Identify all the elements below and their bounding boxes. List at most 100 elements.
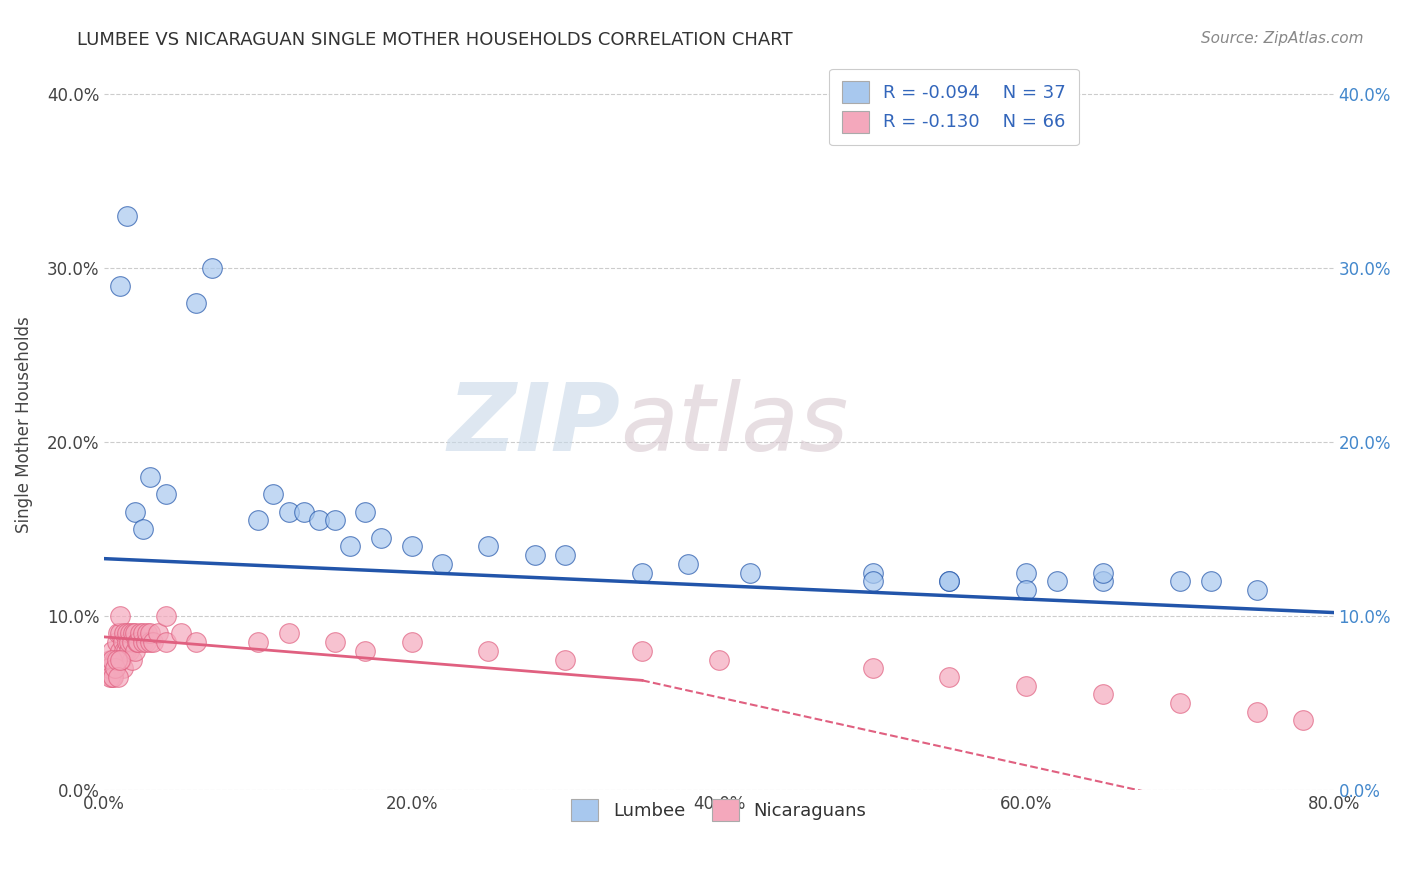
Point [707, 652, 730, 666]
Point [401, 635, 423, 649]
Point [100, 670, 122, 684]
Point [105, 652, 128, 666]
Point [97, 661, 120, 675]
Point [107, 670, 129, 684]
Point [101, 644, 124, 658]
Point [323, 513, 346, 527]
Point [186, 635, 208, 649]
Point [938, 574, 960, 589]
Point [370, 531, 392, 545]
Point [201, 261, 224, 276]
Point [432, 557, 454, 571]
Point [354, 505, 377, 519]
Point [127, 635, 149, 649]
Point [246, 513, 269, 527]
Point [128, 626, 150, 640]
Point [862, 566, 884, 580]
Point [1168, 696, 1191, 710]
Y-axis label: Single Mother Households: Single Mother Households [15, 317, 32, 533]
Point [308, 513, 330, 527]
Point [117, 635, 139, 649]
Point [139, 626, 162, 640]
Point [477, 644, 499, 658]
Point [631, 566, 654, 580]
Point [107, 626, 129, 640]
Point [121, 652, 143, 666]
Point [131, 626, 153, 640]
Text: ZIP: ZIP [447, 379, 620, 471]
Point [1246, 582, 1268, 597]
Point [862, 574, 884, 589]
Point [103, 661, 125, 675]
Point [120, 626, 142, 640]
Point [103, 670, 125, 684]
Legend: Lumbee, Nicaraguans: Lumbee, Nicaraguans [557, 785, 882, 836]
Point [186, 296, 208, 310]
Point [139, 635, 162, 649]
Point [323, 635, 346, 649]
Point [111, 635, 134, 649]
Point [1292, 714, 1315, 728]
Point [105, 635, 128, 649]
Point [124, 644, 146, 658]
Point [277, 626, 299, 640]
Text: atlas: atlas [620, 379, 849, 470]
Text: Source: ZipAtlas.com: Source: ZipAtlas.com [1201, 31, 1364, 46]
Point [477, 540, 499, 554]
Point [108, 626, 131, 640]
Point [117, 209, 139, 223]
Point [108, 652, 131, 666]
Point [1092, 566, 1115, 580]
Point [554, 652, 576, 666]
Point [117, 626, 139, 640]
Point [110, 652, 132, 666]
Point [1199, 574, 1222, 589]
Point [112, 626, 135, 640]
Point [146, 626, 169, 640]
Point [401, 540, 423, 554]
Point [862, 661, 884, 675]
Point [131, 635, 153, 649]
Point [108, 644, 131, 658]
Point [125, 635, 148, 649]
Point [1092, 687, 1115, 701]
Point [1015, 679, 1038, 693]
Point [112, 644, 135, 658]
Point [738, 566, 761, 580]
Point [108, 278, 131, 293]
Text: LUMBEE VS NICARAGUAN SINGLE MOTHER HOUSEHOLDS CORRELATION CHART: LUMBEE VS NICARAGUAN SINGLE MOTHER HOUSE… [77, 31, 793, 49]
Point [122, 626, 145, 640]
Point [1015, 582, 1038, 597]
Point [101, 670, 124, 684]
Point [262, 487, 284, 501]
Point [104, 661, 127, 675]
Point [131, 522, 153, 536]
Point [155, 635, 177, 649]
Point [1246, 705, 1268, 719]
Point [155, 609, 177, 624]
Point [339, 540, 361, 554]
Point [124, 626, 146, 640]
Point [104, 652, 127, 666]
Point [142, 635, 165, 649]
Point [100, 652, 122, 666]
Point [108, 609, 131, 624]
Point [101, 652, 124, 666]
Point [114, 644, 136, 658]
Point [97, 661, 120, 675]
Point [121, 635, 143, 649]
Point [938, 670, 960, 684]
Point [170, 626, 193, 640]
Point [155, 487, 177, 501]
Point [124, 505, 146, 519]
Point [1168, 574, 1191, 589]
Point [118, 635, 141, 649]
Point [1015, 566, 1038, 580]
Point [277, 505, 299, 519]
Point [523, 548, 546, 562]
Point [1092, 574, 1115, 589]
Point [135, 635, 157, 649]
Point [631, 644, 654, 658]
Point [111, 661, 134, 675]
Point [354, 644, 377, 658]
